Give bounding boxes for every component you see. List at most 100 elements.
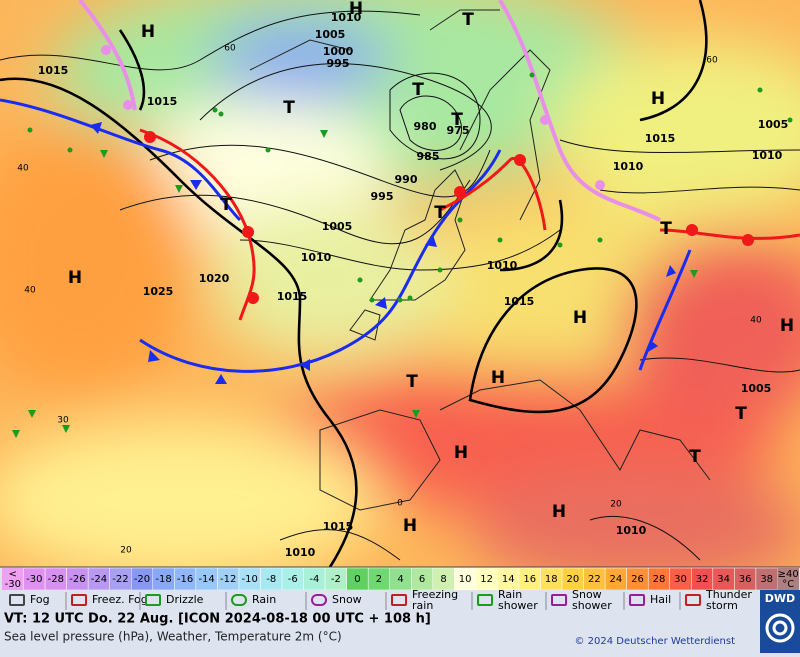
isobar-label: 1005: [741, 382, 772, 395]
scale-label: -14: [198, 574, 214, 585]
pressure-center: T: [660, 219, 672, 239]
isobar-label: 980: [414, 120, 437, 133]
weather-icon: [145, 594, 161, 606]
weather-label: Freez. Fog: [92, 593, 148, 606]
weather-label: Rain: [252, 593, 276, 606]
isobar-label: 1015: [38, 64, 69, 77]
weather-label: Thunder storm: [705, 588, 752, 612]
grid-label: 20: [120, 546, 132, 556]
isobar-label: 1005: [315, 28, 346, 41]
scale-label: 12: [480, 574, 493, 585]
isobar-label: 990: [395, 173, 418, 186]
isobar-label: 1005: [758, 118, 789, 131]
pressure-center: H: [454, 443, 468, 463]
weather-symbols: [12, 72, 793, 438]
weather-icon: [311, 594, 327, 606]
scale-label: -26: [69, 574, 85, 585]
isobar-label: 1010: [616, 524, 647, 537]
scale-label: 16: [523, 574, 536, 585]
scale-label: -20: [134, 574, 150, 585]
scale-label: 24: [610, 574, 623, 585]
isobar-label: 985: [417, 150, 440, 163]
weather-label: Rain shower: [498, 588, 538, 612]
scale-label: 36: [739, 574, 752, 585]
footer-background: [0, 611, 760, 653]
grid-label: 40: [24, 286, 36, 296]
logo-swirl: [765, 613, 795, 643]
scale-label: -30: [26, 574, 42, 585]
scale-label: <: [9, 569, 17, 580]
scale-label: 38: [760, 574, 773, 585]
grid-label: 40: [750, 316, 762, 326]
weather-legend: Fog Freez. Fog Drizzle Rain Snow Freezing rain…: [0, 588, 760, 612]
grid-label: 60: [224, 44, 236, 54]
isobar-label: 1010: [331, 11, 362, 24]
scale-label: 20: [566, 574, 579, 585]
isobar-label: 1005: [322, 220, 353, 233]
scale-label: -22: [112, 574, 128, 585]
isobar-label: 1010: [752, 149, 783, 162]
pressure-center: T: [451, 110, 463, 130]
isobar-label: 1020: [199, 272, 230, 285]
pressure-center: H: [403, 516, 417, 536]
weather-icon: [231, 594, 247, 606]
pressure-center: H: [141, 22, 155, 42]
scale-label: 28: [653, 574, 666, 585]
scale-label: 34: [717, 574, 730, 585]
scale-label: -30: [5, 579, 21, 590]
weather-label: Freezing rain: [412, 588, 458, 612]
weather-icon: [9, 594, 25, 606]
scale-label: -4: [309, 574, 319, 585]
scale-label: 2: [376, 574, 382, 585]
scale-label: 0: [354, 574, 360, 585]
isobar-label: 1025: [143, 285, 174, 298]
scale-label: -10: [242, 574, 258, 585]
grid-label: 40: [17, 164, 29, 174]
isobar-label: 1015: [323, 520, 354, 533]
scale-label: 18: [545, 574, 558, 585]
scale-label: ≥40: [778, 569, 799, 580]
temperature-scale: <-30 -30 -28 -26 -24 -22 -20 -18 -16 -14 -12 -10 -8-…: [2, 567, 799, 591]
pressure-center: H: [349, 0, 363, 19]
scale-label: -24: [91, 574, 107, 585]
weather-label: Snow shower: [572, 588, 612, 612]
scale-label: 14: [502, 574, 515, 585]
weather-icon: [71, 594, 87, 606]
grid-label: 20: [610, 500, 622, 510]
grid-label: 60: [706, 56, 718, 66]
weather-label: Snow: [332, 593, 362, 606]
scale-cell: [777, 568, 799, 590]
scale-label: -12: [220, 574, 236, 585]
scale-label: 30: [674, 574, 687, 585]
scale-label: -2: [331, 574, 341, 585]
weather-legend-bg: [0, 590, 760, 611]
isobar-label: 975: [447, 124, 470, 137]
pressure-center: T: [406, 372, 418, 392]
weather-icon: [685, 594, 701, 606]
isobar-label: 1010: [613, 160, 644, 173]
weather-icon: [391, 594, 407, 606]
isobar-label: 1010: [285, 546, 316, 559]
scale-label: -18: [155, 574, 171, 585]
scale-label: -16: [177, 574, 193, 585]
isobar-label: 1015: [277, 290, 308, 303]
scale-label: 26: [631, 574, 644, 585]
isobar-label: 1015: [645, 132, 676, 145]
isobar-label: 1015: [504, 295, 535, 308]
pressure-center: T: [283, 98, 295, 118]
coastlines: [249, 9, 711, 511]
weather-icon: [629, 594, 645, 606]
scale-label: 8: [440, 574, 446, 585]
temperature-field: [0, 0, 800, 567]
weather-label: Drizzle: [166, 593, 204, 606]
weather-label: Hail: [650, 593, 671, 606]
scale-label: °C: [782, 579, 794, 590]
scale-label: -6: [288, 574, 298, 585]
isobar-label: 995: [327, 57, 350, 70]
grid-label: 0: [397, 499, 403, 509]
isobar-label: 1010: [487, 259, 518, 272]
pressure-center: H: [651, 89, 665, 109]
